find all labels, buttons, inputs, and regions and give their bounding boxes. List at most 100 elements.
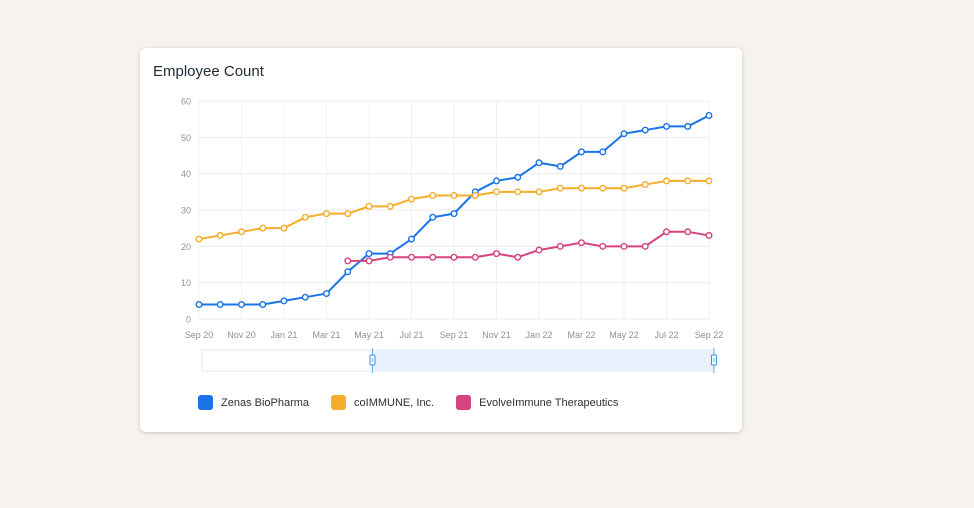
- data-point[interactable]: [280, 224, 288, 232]
- y-tick-label: 40: [181, 169, 191, 179]
- data-point[interactable]: [429, 191, 437, 199]
- data-point[interactable]: [578, 239, 586, 247]
- data-point[interactable]: [344, 210, 352, 218]
- data-point[interactable]: [216, 231, 224, 239]
- legend-label: Zenas BioPharma: [221, 396, 310, 409]
- data-point[interactable]: [620, 184, 628, 192]
- data-point[interactable]: [514, 173, 522, 181]
- x-tick-label: Nov 21: [482, 330, 511, 340]
- data-point[interactable]: [301, 293, 309, 301]
- data-point[interactable]: [556, 162, 564, 170]
- data-point[interactable]: [322, 290, 330, 298]
- data-point[interactable]: [599, 148, 607, 156]
- x-tick-label: Jul 21: [399, 330, 423, 340]
- data-point[interactable]: [705, 112, 713, 120]
- data-point[interactable]: [599, 184, 607, 192]
- data-point[interactable]: [641, 126, 649, 134]
- data-point[interactable]: [429, 213, 437, 221]
- data-point[interactable]: [344, 268, 352, 276]
- data-point[interactable]: [237, 228, 245, 236]
- legend-item[interactable]: Zenas BioPharma: [198, 395, 309, 410]
- data-point[interactable]: [535, 246, 543, 254]
- data-point[interactable]: [641, 181, 649, 189]
- y-tick-label: 20: [181, 242, 191, 252]
- chart-card: Employee Count 0 10 20 30 40 50 60 Sep 20 Nov 20…: [140, 48, 742, 432]
- legend-swatch: [198, 395, 213, 410]
- data-point[interactable]: [641, 242, 649, 250]
- y-tick-label: 0: [186, 315, 191, 325]
- x-tick-label: Sep 20: [185, 330, 214, 340]
- y-tick-label: 10: [181, 278, 191, 288]
- data-point[interactable]: [216, 300, 224, 308]
- data-point[interactable]: [365, 257, 373, 265]
- data-point[interactable]: [493, 250, 501, 258]
- data-point[interactable]: [705, 231, 713, 239]
- data-point[interactable]: [408, 253, 416, 261]
- chart-title: Employee Count: [153, 63, 264, 80]
- x-tick-label: Sep 22: [695, 330, 724, 340]
- data-point[interactable]: [450, 191, 458, 199]
- x-tick-label: Sep 21: [440, 330, 469, 340]
- data-point[interactable]: [514, 188, 522, 196]
- data-point[interactable]: [493, 188, 501, 196]
- data-point[interactable]: [365, 250, 373, 258]
- line-chart: 0 10 20 30 40 50 60 Sep 20 Nov 20 Jan 21 Mar 21 May…: [181, 97, 724, 373]
- x-tick-label: Jul 22: [654, 330, 678, 340]
- data-point[interactable]: [684, 122, 692, 130]
- series-line: [347, 230, 710, 262]
- data-point[interactable]: [429, 253, 437, 261]
- data-point[interactable]: [237, 300, 245, 308]
- x-tick-label: Jan 22: [525, 330, 552, 340]
- data-point[interactable]: [514, 253, 522, 261]
- data-point[interactable]: [535, 159, 543, 167]
- data-point[interactable]: [705, 177, 713, 185]
- data-point[interactable]: [471, 253, 479, 261]
- legend-label: EvolveImmune Therapeutics: [479, 396, 619, 409]
- y-tick-label: 60: [181, 97, 191, 107]
- data-point[interactable]: [684, 228, 692, 236]
- legend-item[interactable]: EvolveImmune Therapeutics: [456, 395, 618, 410]
- data-point[interactable]: [301, 213, 309, 221]
- data-point[interactable]: [195, 235, 203, 243]
- data-point[interactable]: [344, 257, 352, 265]
- data-point[interactable]: [195, 300, 203, 308]
- data-point[interactable]: [556, 242, 564, 250]
- data-point[interactable]: [556, 184, 564, 192]
- x-tick-label: May 21: [354, 330, 384, 340]
- data-point[interactable]: [493, 177, 501, 185]
- x-tick-label: Mar 22: [567, 330, 595, 340]
- data-point[interactable]: [450, 210, 458, 218]
- range-handle-end[interactable]: [711, 354, 717, 366]
- x-tick-label: May 22: [609, 330, 639, 340]
- data-point[interactable]: [259, 300, 267, 308]
- data-point[interactable]: [365, 202, 373, 210]
- data-point[interactable]: [386, 202, 394, 210]
- data-point[interactable]: [386, 253, 394, 261]
- data-point[interactable]: [280, 297, 288, 305]
- data-point[interactable]: [620, 130, 628, 138]
- data-point[interactable]: [322, 210, 330, 218]
- x-tick-label: Mar 21: [312, 330, 340, 340]
- data-point[interactable]: [578, 148, 586, 156]
- range-selector-window[interactable]: [372, 350, 714, 371]
- data-point[interactable]: [663, 122, 671, 130]
- range-handle-start[interactable]: [369, 354, 376, 366]
- x-tick-label: Jan 21: [270, 330, 297, 340]
- data-point[interactable]: [408, 235, 416, 243]
- x-tick-label: Nov 20: [227, 330, 256, 340]
- data-point[interactable]: [620, 242, 628, 250]
- legend-item[interactable]: coIMMUNE, Inc.: [331, 395, 434, 410]
- legend-swatch: [331, 395, 347, 410]
- data-point[interactable]: [578, 184, 586, 192]
- legend-label: coIMMUNE, Inc.: [354, 396, 435, 409]
- data-point[interactable]: [684, 177, 692, 185]
- data-point[interactable]: [408, 195, 416, 203]
- data-point[interactable]: [259, 224, 267, 232]
- data-point[interactable]: [535, 188, 543, 196]
- data-point[interactable]: [663, 228, 671, 236]
- data-point[interactable]: [599, 242, 607, 250]
- y-tick-label: 30: [181, 206, 191, 216]
- data-point[interactable]: [450, 253, 458, 261]
- data-point[interactable]: [471, 191, 479, 199]
- data-point[interactable]: [663, 177, 671, 185]
